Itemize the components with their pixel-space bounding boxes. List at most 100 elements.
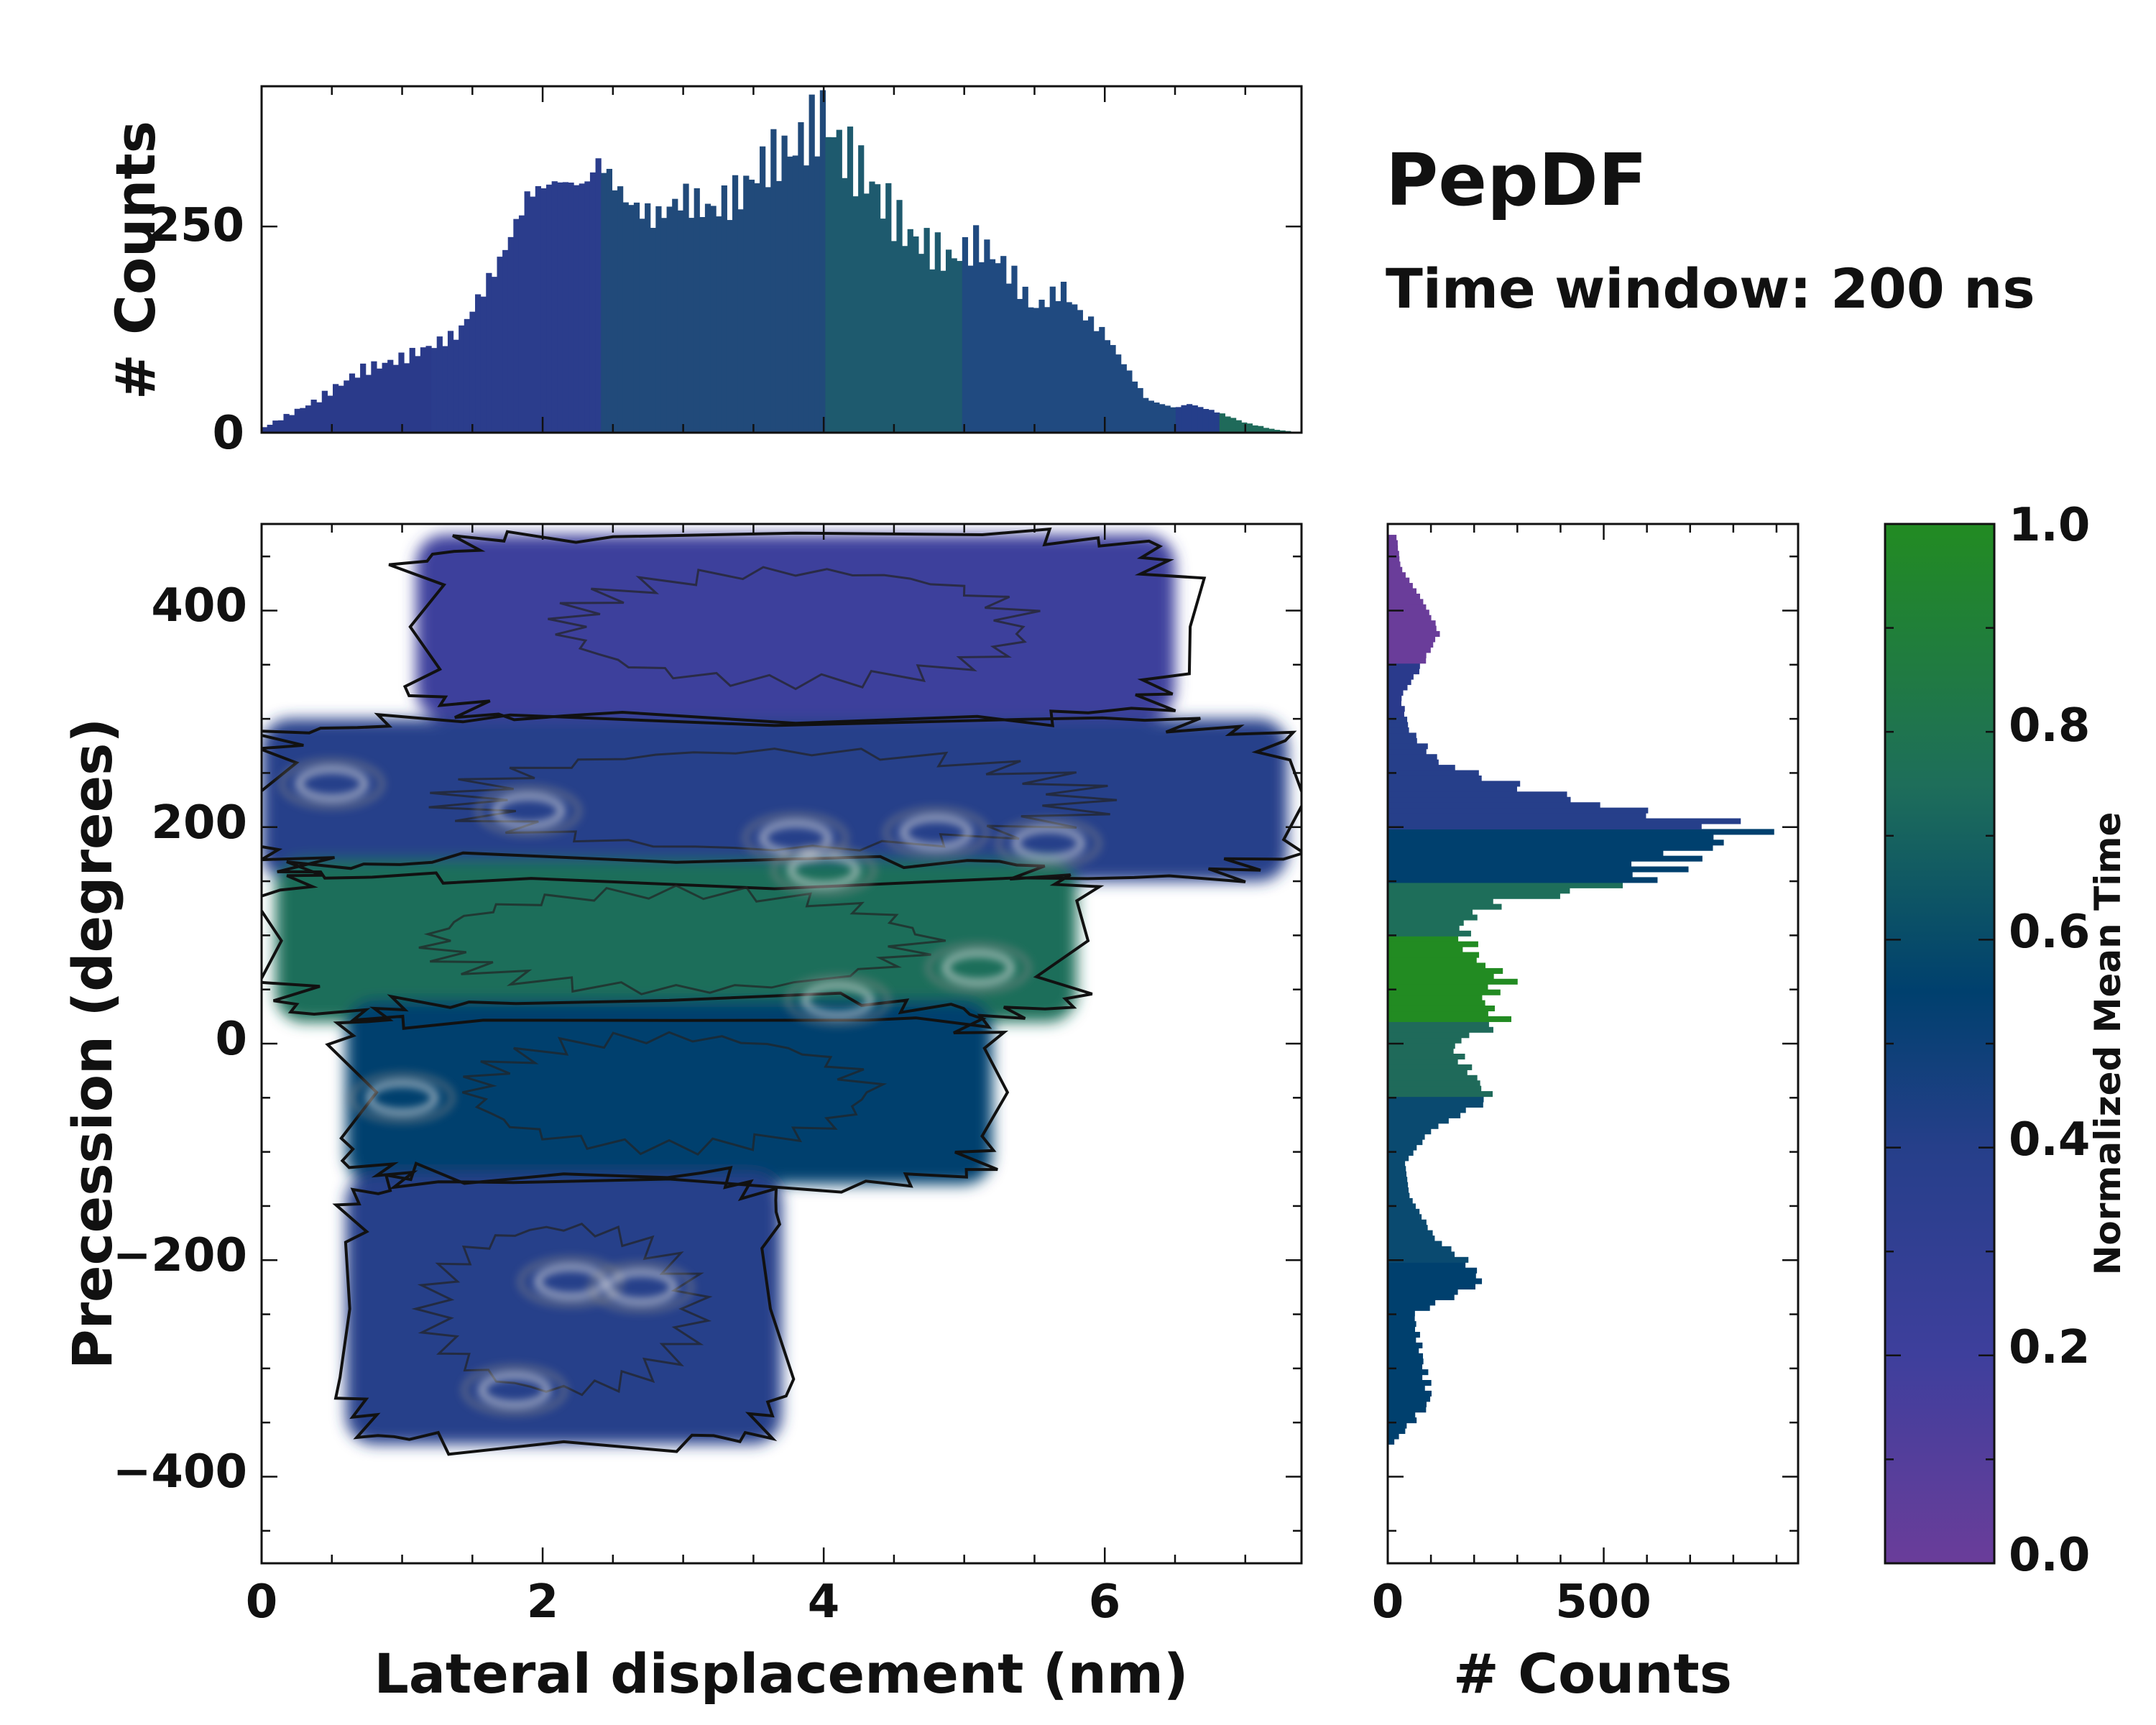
right-histogram-bar	[1388, 791, 1567, 798]
top-histogram-bar	[923, 228, 930, 433]
right-histogram-bar	[1388, 1251, 1455, 1258]
heatmap-hotspot-ring	[884, 808, 988, 857]
top-histogram-bar	[568, 183, 574, 433]
top-histogram-bar	[262, 427, 268, 433]
right-histogram-bar	[1388, 882, 1623, 888]
right-histogram-bar	[1388, 947, 1463, 953]
right-histogram-bar	[1388, 1091, 1493, 1098]
right-histogram-bar	[1388, 1118, 1449, 1124]
top-histogram-bar	[1148, 400, 1154, 433]
right-histogram-bar	[1388, 1273, 1476, 1279]
top-histogram-bar	[404, 363, 410, 433]
main-xtick-label-4: 4	[808, 1576, 840, 1629]
right-histogram-bar	[1388, 1016, 1511, 1022]
colorbar-ticks	[1885, 523, 1994, 1565]
top-histogram-bar	[530, 196, 536, 433]
top-histogram-bar	[1263, 428, 1269, 433]
right-histogram-bar	[1388, 1048, 1454, 1054]
right-histogram-bar	[1388, 663, 1420, 669]
right-histogram-bar	[1388, 1321, 1416, 1328]
right-histogram-bar	[1388, 1160, 1406, 1167]
top-histogram-bar	[459, 325, 465, 433]
right-histogram-bar	[1388, 759, 1439, 765]
top-histogram-bar	[1181, 405, 1187, 433]
right-histogram-bar	[1388, 898, 1493, 905]
top-histogram-bar	[704, 203, 711, 433]
heatmap-hotspot-ring	[462, 1366, 566, 1414]
right-histogram-bar	[1388, 1315, 1415, 1322]
heatmap-contour-middle-band	[262, 851, 1105, 1030]
heatmap-hotspot-ring	[280, 759, 384, 809]
right-histogram-bar	[1388, 1219, 1427, 1225]
right-histogram-bar	[1388, 893, 1560, 899]
top-histogram-bar	[289, 415, 295, 433]
top-histogram-bar	[491, 277, 498, 433]
main-xlabel: Lateral displacement (nm)	[374, 1642, 1188, 1706]
right-histogram-bar	[1388, 930, 1471, 937]
right-histogram-bar	[1388, 1192, 1410, 1199]
right-histogram-bar	[1388, 1262, 1466, 1269]
right-histogram-bar	[1388, 1241, 1442, 1247]
top-histogram-bar	[929, 269, 936, 433]
top-histogram-bar	[781, 135, 788, 433]
top-histogram-bar	[831, 137, 837, 433]
main-ytick-label-200: 200	[151, 796, 247, 850]
right-histogram-bar	[1388, 1032, 1470, 1039]
top-histogram-bar	[1246, 423, 1253, 433]
right-histogram-bar	[1388, 1230, 1433, 1236]
right-histogram-bar	[1388, 1080, 1480, 1087]
right-histogram-bar	[1388, 1332, 1420, 1338]
heatmap-hotspot-ring	[519, 1257, 623, 1307]
right-histogram-bar	[1388, 1294, 1455, 1300]
top-histogram-bar	[1028, 307, 1034, 433]
right-histogram-bar	[1388, 866, 1689, 873]
top-histogram-bar	[584, 181, 591, 433]
top-histogram-bar	[365, 374, 372, 433]
right-histogram-bar	[1388, 1070, 1468, 1076]
top-histogram-bar	[595, 158, 602, 433]
top-histogram-bar	[765, 187, 771, 433]
heatmap-contours	[262, 527, 1302, 1456]
right-histogram-bars	[1388, 535, 1774, 1445]
top-histogram-bar	[1137, 387, 1143, 433]
top-ytick-label-0: 0	[212, 407, 244, 460]
top-histogram-bar	[557, 182, 563, 433]
top-histogram-bar	[907, 229, 913, 433]
top-histogram-bar	[792, 155, 798, 433]
top-histogram-bar	[338, 385, 344, 433]
top-histogram-bar	[967, 265, 974, 433]
heatmap-hotspot-ring	[589, 1262, 693, 1312]
top-histogram-bar	[721, 185, 727, 433]
top-histogram-bar	[951, 258, 957, 433]
right-histogram-bar	[1388, 1000, 1485, 1006]
right-histogram-bar	[1388, 583, 1413, 589]
right-histogram-bar	[1388, 545, 1399, 551]
right-histogram-bar	[1388, 1256, 1469, 1263]
right-histogram-bar	[1388, 658, 1427, 664]
right-histogram-bar	[1388, 1085, 1482, 1092]
right-histogram-bar	[1388, 1021, 1489, 1028]
right-histogram-bar	[1388, 566, 1403, 573]
top-histogram-bar	[874, 184, 881, 433]
right-histogram-bar	[1388, 748, 1427, 755]
right-histogram-bar	[1388, 1155, 1409, 1162]
right-histogram-bar	[1388, 802, 1600, 809]
top-histogram-bar	[447, 331, 454, 433]
top-histogram-bar	[710, 206, 717, 433]
right-histogram-bar	[1388, 572, 1406, 579]
colorbar-tick-label-0.2: 0.2	[2009, 1321, 2090, 1374]
top-histogram-bar	[349, 373, 356, 433]
top-histogram-bar	[1120, 364, 1127, 433]
heatmap-contour-lower-band	[332, 1162, 796, 1456]
right-histogram-bar	[1388, 631, 1440, 638]
right-histogram-bar	[1388, 925, 1460, 932]
heatmap-hotspot	[493, 794, 564, 828]
top-histogram-bar	[617, 186, 624, 433]
right-histogram-bar	[1388, 1326, 1415, 1333]
top-histogram-bar	[957, 261, 963, 433]
main-ytick-label-400: 400	[151, 579, 247, 632]
right-histogram-bar	[1388, 1203, 1416, 1210]
right-histogram-bar	[1388, 727, 1409, 734]
right-histogram-bar	[1388, 967, 1503, 974]
